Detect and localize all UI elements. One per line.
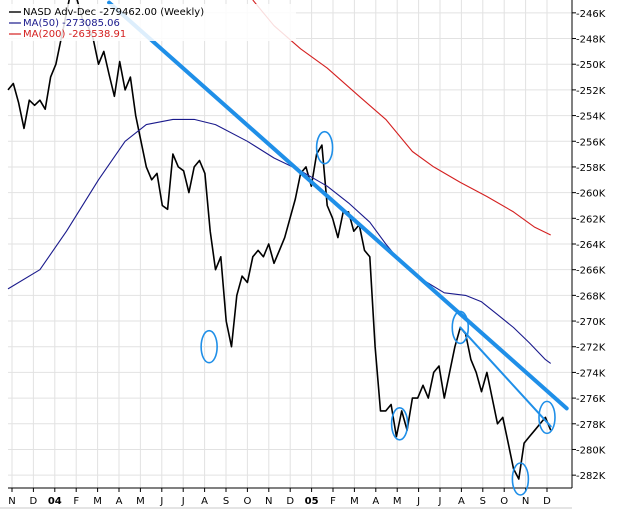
x-tick-label: S (480, 496, 486, 507)
legend-main-label: NASD Adv-Dec -279462.00 (Weekly) (23, 7, 204, 18)
y-tick-label: -278K (576, 420, 606, 431)
x-tick-label: A (201, 496, 208, 507)
x-tick-label: A (116, 496, 123, 507)
grid (8, 0, 572, 488)
y-tick-label: -256K (576, 137, 606, 148)
x-tick-label: 04 (48, 496, 62, 507)
y-tick-label: -250K (576, 60, 606, 71)
x-tick-label: 05 (305, 496, 319, 507)
x-tick-label: A (372, 496, 379, 507)
y-tick-label: -258K (576, 163, 606, 174)
x-tick-label: J (181, 496, 185, 507)
x-tick-label: M (393, 496, 402, 507)
x-tick-label: M (136, 496, 145, 507)
highlight-ellipse (538, 400, 556, 435)
y-tick-label: -266K (576, 266, 606, 277)
x-axis: N D 04 F M A M J J A S O N D 05 F M A M J J A S O N D (0, 487, 572, 509)
y-tick-label: -280K (576, 445, 606, 456)
x-tick-label: A (458, 496, 465, 507)
y-tick-label: -272K (576, 343, 606, 354)
x-tick-label: D (30, 496, 38, 507)
legend-ma200-label: MA(200) -263538.91 (23, 29, 126, 40)
x-tick-label: J (159, 496, 163, 507)
y-tick-label: -264K (576, 240, 606, 251)
x-tick-label: M (93, 496, 102, 507)
y-tick-label: -262K (576, 214, 606, 225)
y-tick-label: -274K (576, 368, 606, 379)
y-tick-label: -260K (576, 189, 606, 200)
y-tick-label: -270K (576, 317, 606, 328)
x-tick-label: N (265, 496, 272, 507)
x-tick-label: O (500, 496, 508, 507)
highlight-group (200, 130, 556, 496)
y-tick-label: -268K (576, 291, 606, 302)
trendline-group (107, 0, 569, 428)
trendline-1 (107, 0, 569, 411)
y-tick-label: -254K (576, 112, 606, 123)
trendline-2 (459, 326, 552, 428)
x-tick-label: F (73, 496, 79, 507)
series-line-ma50 (7, 118, 552, 364)
series-line-ma200 (252, 0, 551, 236)
highlight-ellipse (200, 329, 218, 364)
x-tick-label: N (8, 496, 15, 507)
highlight-ellipse (451, 310, 470, 345)
x-tick-label: J (416, 496, 420, 507)
x-tick-label: F (330, 496, 336, 507)
x-tick-label: D (543, 496, 551, 507)
highlight-ellipse (511, 462, 530, 496)
y-tick-label: -276K (576, 394, 606, 405)
highlight-ellipse (390, 406, 409, 441)
y-axis: -246K -248K -250K -252K -254K -256K -258K -260K… (571, 0, 606, 488)
legend: NASD Adv-Dec -279462.00 (Weekly) MA(50) … (6, 4, 296, 41)
x-tick-label: M (350, 496, 359, 507)
legend-ma50-label: MA(50) -273085.06 (23, 18, 120, 29)
y-tick-label: -248K (576, 35, 606, 46)
y-tick-label: -252K (576, 86, 606, 97)
x-tick-label: S (223, 496, 229, 507)
y-tick-label: -282K (576, 471, 606, 482)
y-tick-label: -246K (576, 9, 606, 20)
highlight-ellipse (315, 130, 334, 165)
x-tick-label: O (243, 496, 251, 507)
x-tick-label: N (522, 496, 529, 507)
x-tick-label: J (438, 496, 442, 507)
x-tick-label: D (286, 496, 294, 507)
